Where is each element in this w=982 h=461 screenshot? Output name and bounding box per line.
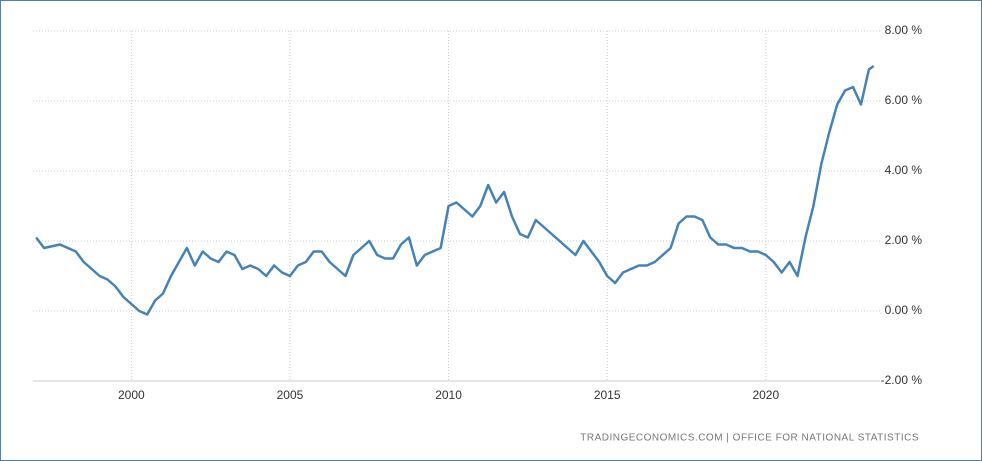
- y-tick-label: 4.00 %: [885, 163, 923, 177]
- x-tick-label: 2005: [277, 388, 304, 402]
- x-tick-label: 2000: [118, 388, 145, 402]
- data-line: [35, 64, 875, 316]
- x-tick-label: 2015: [594, 388, 621, 402]
- y-tick-label: 0.00 %: [885, 303, 923, 317]
- y-tick-label: 2.00 %: [885, 233, 923, 247]
- y-tick-label: 6.00 %: [885, 93, 923, 107]
- y-tick-label: -2.00 %: [881, 373, 923, 387]
- y-tick-label: 8.00 %: [885, 23, 923, 37]
- x-tick-label: 2020: [752, 388, 779, 402]
- x-tick-label: 2010: [435, 388, 462, 402]
- source: TRADINGECONOMICS.COM | OFFICE FOR NATION…: [580, 433, 919, 444]
